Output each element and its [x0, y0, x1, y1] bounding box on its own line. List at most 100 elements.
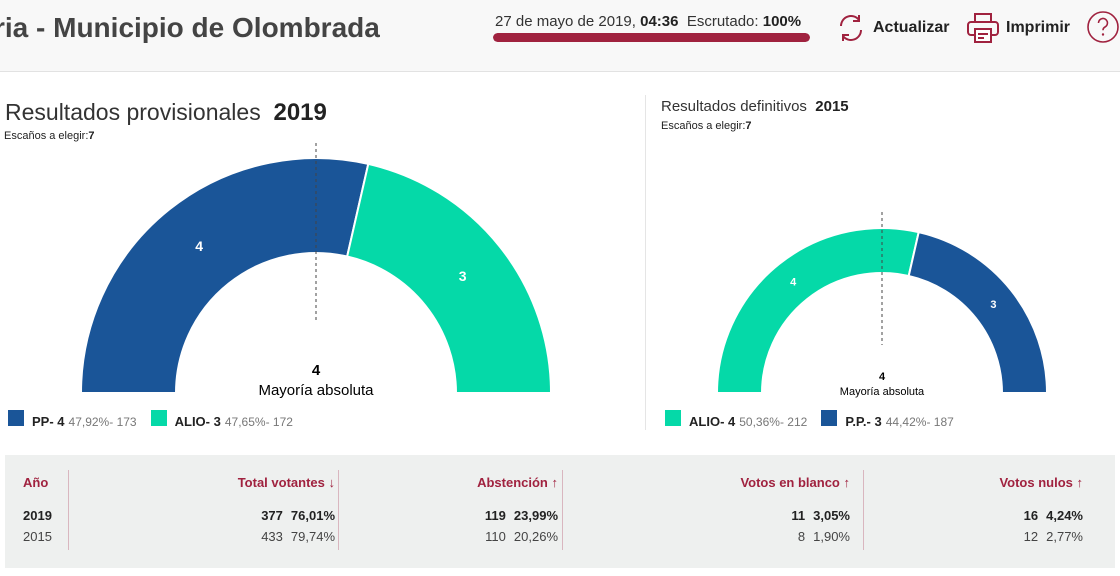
majority-value: 4: [312, 362, 321, 379]
cell-total-voters-count: 433: [261, 529, 283, 544]
scrutiny-label: Escrutado:: [686, 13, 759, 30]
header-year: Año: [23, 475, 49, 490]
help-icon[interactable]: [1086, 10, 1120, 44]
legend-item: ALIO- 4 50,36%- 212: [665, 410, 821, 429]
party-name: ALIO: [689, 414, 721, 429]
cell-null-votes: 12 2,77%: [1024, 529, 1083, 544]
party-name: PP: [32, 414, 50, 429]
cell-total-voters-pct: 76,01%: [290, 508, 335, 523]
majority-label: Mayoría absoluta: [840, 386, 925, 398]
party-votes: 212: [787, 415, 808, 429]
date: 27 de mayo de 2019,: [495, 13, 636, 30]
majority-label: Mayoría absoluta: [258, 382, 374, 399]
participation-table: Año Total votantes ↓ Abstención ↑ Votos …: [5, 455, 1115, 568]
cell-blank-votes: 8 1,90%: [798, 529, 850, 544]
party-votes: 173: [116, 415, 137, 429]
party-pct: 47,65%: [224, 415, 266, 429]
sort-up-icon: ↑: [1076, 475, 1084, 490]
party-name: ALIO: [174, 414, 206, 429]
party-pct: 44,42%: [885, 415, 927, 429]
previous-year: 2015: [815, 98, 849, 115]
cell-blank-votes-count: 11: [791, 508, 806, 523]
party-name: P.P.: [845, 414, 867, 429]
current-hemicycle: 43: [79, 157, 553, 394]
sort-up-icon: ↑: [551, 475, 559, 490]
current-year: 2019: [273, 99, 327, 126]
legend-item: P.P.- 3 44,42%- 187: [821, 410, 967, 429]
scrutiny-info: 27 de mayo de 2019, 04:36 Escrutado: 100…: [495, 13, 801, 30]
seat-segment-pp[interactable]: [907, 230, 1049, 394]
header-null-votes[interactable]: Votos nulos ↑: [999, 475, 1083, 490]
previous-seats: Escaños a elegir:7: [661, 120, 752, 132]
cell-null-votes-pct: 4,24%: [1046, 508, 1083, 523]
legend-swatch: [8, 410, 24, 426]
sort-up-icon: ↑: [843, 475, 851, 490]
cell-null-votes-pct: 2,77%: [1046, 529, 1083, 544]
sort-down-icon: ↓: [328, 475, 336, 490]
legend-swatch: [150, 410, 167, 426]
current-title-text: Resultados provisionales: [5, 99, 261, 125]
cell-year: 2019: [23, 508, 52, 523]
previous-legend: ALIO- 4 50,36%- 212 P.P.- 3 44,42%- 187: [665, 410, 968, 429]
header-abstention[interactable]: Abstención ↑: [477, 475, 558, 490]
seat-count-label: 3: [990, 299, 996, 311]
header-label: Votos nulos: [999, 475, 1073, 490]
legend-item: PP- 4 47,92%- 173: [8, 410, 151, 429]
refresh-icon: [840, 15, 862, 41]
party-seats: 3: [213, 414, 221, 429]
header-label: Votos en blanco: [740, 475, 840, 490]
time: 04:36: [640, 13, 679, 30]
seat-segment-alio[interactable]: [715, 227, 920, 394]
header-total-voters[interactable]: Total votantes ↓: [238, 475, 335, 490]
cell-abstention-pct: 23,99%: [513, 508, 558, 523]
divider: [68, 470, 69, 550]
divider: [645, 95, 646, 430]
cell-null-votes-count: 12: [1023, 529, 1039, 544]
party-seats: 3: [874, 414, 882, 429]
cell-blank-votes-pct: 3,05%: [813, 508, 850, 523]
cell-abstention-count: 119: [484, 508, 506, 523]
printer-icon: [967, 13, 999, 43]
majority-value: 4: [879, 371, 886, 383]
seat-count-label: 4: [195, 238, 203, 254]
scrutiny-value: 100%: [762, 13, 802, 30]
previous-hemicycle: 43: [715, 227, 1049, 394]
cell-total-voters-pct: 79,74%: [290, 529, 335, 544]
cell-blank-votes: 11 3,05%: [791, 508, 850, 523]
header-blank-votes[interactable]: Votos en blanco ↑: [740, 475, 850, 490]
scrutiny-progress-fill: [493, 33, 810, 42]
previous-title-text: Resultados definitivos: [661, 98, 807, 115]
header-label: Total votantes: [237, 475, 325, 490]
party-pct: 50,36%: [739, 415, 780, 429]
cell-abstention-count: 110: [485, 529, 506, 544]
cell-null-votes-count: 16: [1023, 508, 1039, 523]
previous-results-title: Resultados definitivos 2015: [661, 98, 849, 115]
cell-total-voters: 433 79,74%: [261, 529, 335, 544]
current-legend: PP- 4 47,92%- 173 ALIO- 3 47,65%- 172: [8, 410, 307, 429]
divider: [338, 470, 339, 550]
cell-abstention: 110 20,26%: [485, 529, 558, 544]
current-results-title: Resultados provisionales 2019: [5, 99, 327, 127]
hemicycle-charts: 43 43 4 Mayoría absoluta 4 Mayoría absol…: [79, 143, 1049, 399]
cell-blank-votes-count: 8: [797, 529, 806, 544]
seats-value: 7: [88, 130, 95, 142]
seat-segment-alio[interactable]: [345, 162, 553, 394]
refresh-button[interactable]: Actualizar: [835, 12, 949, 44]
print-label: Imprimir: [1006, 19, 1071, 36]
cell-abstention-pct: 20,26%: [513, 529, 558, 544]
seat-segment-pp[interactable]: [79, 157, 370, 394]
legend-swatch: [665, 410, 681, 426]
refresh-label: Actualizar: [873, 19, 950, 36]
seats-value: 7: [745, 120, 752, 132]
cell-abstention: 119 23,99%: [485, 508, 558, 523]
party-pct: 47,92%: [68, 415, 110, 429]
seats-label: Escaños a elegir:: [661, 120, 746, 132]
seat-count-label: 4: [790, 276, 797, 288]
scrutiny-progress-bar: [493, 33, 810, 42]
seat-count-label: 3: [459, 268, 467, 284]
divider: [863, 470, 864, 550]
party-votes: 187: [933, 415, 954, 429]
party-seats: 4: [728, 414, 736, 429]
print-button[interactable]: Imprimir: [966, 12, 1070, 44]
party-votes: 172: [272, 415, 293, 429]
